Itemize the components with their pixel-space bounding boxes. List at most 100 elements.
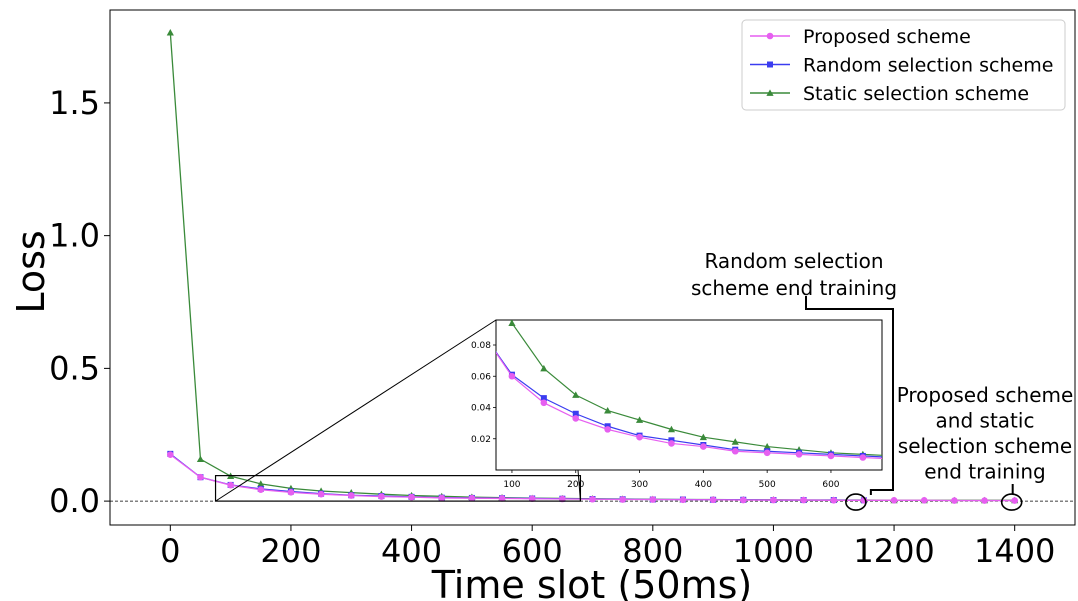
data-point — [766, 89, 774, 96]
annotation-text: Proposed scheme — [897, 383, 1074, 407]
data-point — [731, 438, 739, 445]
data-point — [767, 61, 773, 68]
x-tick-label: 800 — [622, 532, 683, 570]
legend-entry: Proposed scheme — [750, 26, 971, 48]
zoom-connector — [215, 319, 497, 502]
x-tick-label: 1200 — [853, 532, 934, 570]
inset-y-tick-label: 0.08 — [471, 341, 491, 351]
inset-plot: 100 200 300 400 500 600 0.02 0.04 0.06 0.08 — [445, 189, 883, 490]
data-point — [635, 416, 644, 423]
annotation-circle — [1000, 493, 1023, 511]
data-point — [795, 451, 803, 458]
data-point — [572, 415, 580, 422]
data-point — [468, 494, 476, 502]
annotation-text: end training — [924, 460, 1046, 484]
inset-series-proposed-scheme — [445, 193, 882, 461]
data-point — [763, 442, 771, 450]
inset-x-tick-label: 600 — [822, 480, 839, 490]
data-point — [649, 496, 657, 503]
x-tick-label: 1400 — [974, 532, 1055, 570]
x-tick-label: 600 — [502, 532, 563, 570]
data-point — [572, 410, 579, 417]
data-point — [287, 489, 295, 496]
annotation-text: Random selection — [704, 249, 883, 273]
data-point — [700, 443, 707, 450]
data-point — [540, 364, 548, 372]
data-point — [951, 497, 958, 504]
annotation-leader — [805, 296, 894, 495]
inset-x-tick-label: 400 — [695, 480, 712, 490]
legend-box — [741, 19, 1066, 111]
data-point — [528, 495, 536, 503]
zoom-connector — [577, 469, 581, 502]
data-point — [739, 496, 747, 504]
series-proposed-scheme — [167, 451, 1018, 504]
data-point — [709, 496, 717, 504]
inset-x-tick-label: 200 — [567, 480, 584, 490]
data-point — [770, 496, 777, 504]
data-point — [197, 473, 204, 481]
inset-series-group — [445, 189, 882, 461]
data-point — [572, 391, 580, 398]
data-point — [227, 481, 234, 489]
zoom-rectangle — [214, 475, 582, 502]
data-point — [981, 497, 988, 504]
x-tick-label: 1000 — [733, 532, 814, 570]
plot-frame — [109, 9, 1076, 526]
data-point — [408, 493, 415, 501]
data-point — [668, 440, 675, 447]
data-point — [699, 433, 707, 441]
data-point — [763, 449, 771, 457]
data-point — [317, 490, 325, 498]
data-point — [604, 407, 612, 414]
data-point — [347, 492, 355, 499]
annotation-circle — [845, 493, 867, 511]
data-point — [636, 433, 643, 441]
inset-x-tick-label: 100 — [503, 480, 520, 490]
data-point — [508, 320, 516, 327]
data-point — [890, 497, 898, 504]
data-point — [589, 495, 596, 503]
data-point — [679, 496, 687, 504]
inset-y-tick-label: 0.06 — [471, 372, 491, 382]
data-point — [540, 395, 547, 402]
legend-entry: Random selection scheme — [750, 55, 1053, 77]
legend-label: Random selection scheme — [803, 55, 1053, 77]
data-point — [445, 193, 452, 200]
data-point — [800, 496, 807, 504]
data-point — [830, 497, 838, 504]
data-point — [445, 189, 451, 195]
main-series-group — [166, 28, 1019, 504]
x-axis-label: Time slot (50ms) — [431, 563, 752, 601]
y-tick-label: 1.0 — [49, 217, 100, 255]
annotation-text: selection scheme — [898, 434, 1072, 458]
axes-labels: 0 200 400 600 800 1000 1200 1400 0.0 0.5 1.0 1.5 Tim… — [9, 84, 1055, 601]
inset-x-tick-label: 300 — [631, 480, 648, 490]
data-point — [167, 451, 174, 458]
data-point — [731, 447, 739, 455]
data-point — [166, 28, 174, 36]
data-point — [540, 399, 548, 407]
data-point — [1011, 497, 1018, 504]
y-tick-label: 0.0 — [49, 482, 100, 520]
data-point — [827, 452, 835, 460]
legend: Proposed scheme Random selection scheme St… — [741, 19, 1066, 111]
x-tick-label: 200 — [260, 532, 321, 570]
legend-entry: Static selection scheme — [750, 83, 1029, 105]
inset-y-tick-label: 0.04 — [471, 404, 491, 414]
data-point — [604, 426, 611, 433]
data-point — [667, 425, 676, 433]
inset-frame — [495, 319, 883, 471]
data-point — [438, 494, 446, 502]
inset-y-tick-label: 0.02 — [471, 435, 491, 445]
annotation-text: and static — [936, 409, 1035, 433]
data-point — [196, 455, 205, 463]
x-tick-label: 400 — [381, 532, 442, 570]
data-point — [920, 497, 928, 504]
data-point — [859, 454, 867, 461]
y-tick-label: 0.5 — [49, 349, 100, 387]
data-point — [498, 495, 506, 502]
data-point — [619, 496, 626, 503]
annotations-group: Random selection scheme end training Propo… — [691, 249, 1074, 511]
